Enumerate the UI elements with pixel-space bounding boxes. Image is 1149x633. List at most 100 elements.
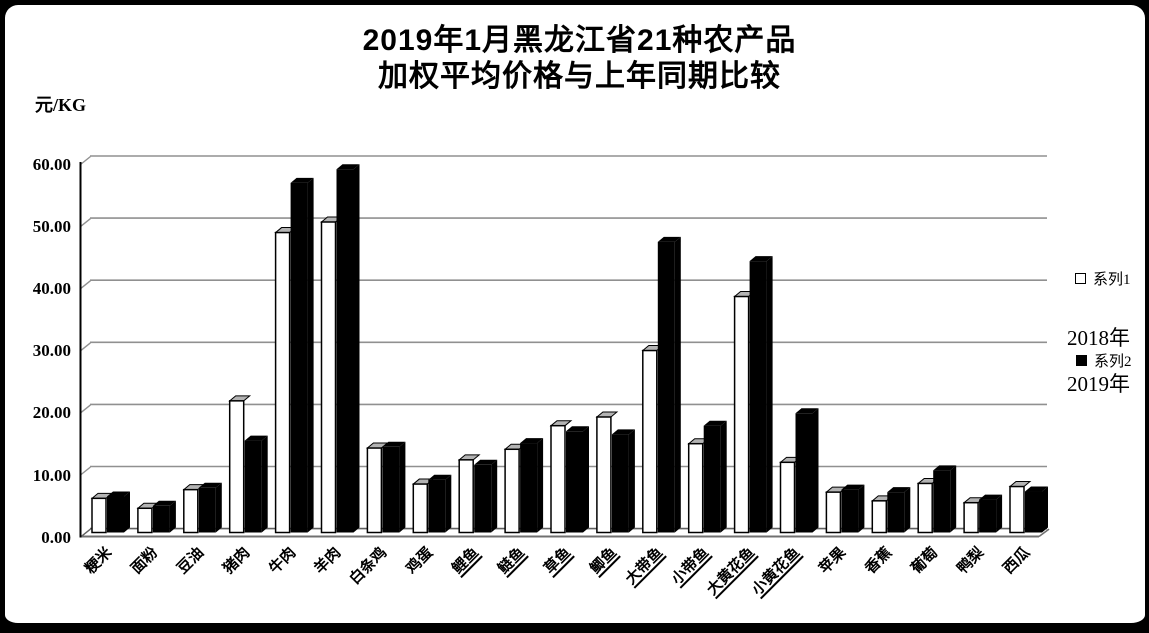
bar-top-face-series2 (1025, 486, 1048, 492)
floor-right-edge (1038, 528, 1050, 538)
bar-series1-大带鱼 (642, 349, 658, 534)
bar-top-face-series2 (566, 426, 589, 432)
bar-series2-鲤鱼 (474, 464, 492, 533)
bar-top-face-series2 (107, 491, 130, 497)
y-tick-label: 30.00 (32, 341, 71, 361)
bar-series2-猪肉 (244, 440, 262, 533)
chart-title-line2: 加权平均价格与上年同期比较 (378, 60, 781, 93)
bar-series2-大黄花鱼 (749, 261, 767, 533)
series1-white-swatch-icon (1075, 273, 1086, 284)
legend-series2-label: 系列2 (1094, 354, 1132, 370)
bar-series1-白条鸡 (366, 447, 383, 534)
bar-series1-苹果 (825, 491, 842, 534)
bar-side-face-series2 (307, 177, 314, 533)
bar-top-face-series2 (474, 459, 498, 465)
bar-series1-粳米 (91, 497, 107, 534)
bar-side-face-series2 (537, 438, 544, 533)
y-tick-label: 0.00 (41, 527, 71, 547)
chart-title: 2019年1月黑龙江省21种农产品 加权平均价格与上年同期比较 (5, 23, 1149, 95)
bar-series2-牛肉 (290, 182, 308, 533)
bar-top-face-series2 (428, 474, 452, 480)
bar-top-face-series2 (795, 408, 819, 414)
bar-side-face-series2 (628, 429, 635, 533)
bar-series1-鲤鱼 (458, 459, 474, 534)
bar-top-face-series2 (703, 420, 727, 426)
bar-side-face-series2 (996, 494, 1003, 533)
bar-series2-鲢鱼 (520, 443, 538, 533)
bar-series1-小黄花鱼 (779, 461, 796, 534)
bar-series1-鲫鱼 (596, 416, 612, 534)
legend-item-series1: 系列1 (1075, 268, 1131, 289)
y-tick-label: 50.00 (32, 217, 71, 237)
y-axis-unit-label: 元/KG (35, 95, 87, 115)
bar-series2-面粉 (152, 505, 170, 533)
bar-series2-鸭梨 (979, 499, 997, 533)
bar-series1-大黄花鱼 (733, 295, 750, 534)
bar-top-face-series1 (549, 420, 573, 427)
bar-side-face-series2 (720, 420, 727, 533)
bar-top-face-series2 (198, 482, 222, 488)
bar-series2-羊肉 (336, 169, 354, 533)
bar-series2-豆油 (198, 487, 216, 533)
chart-title-line1: 2019年1月黑龙江省21种农产品 (362, 24, 797, 57)
bar-side-face-series2 (261, 435, 268, 533)
gridline-connector (80, 342, 91, 352)
bar-series2-小带鱼 (703, 425, 721, 533)
bar-top-face-series2 (244, 435, 268, 441)
legend-series1-label: 系列1 (1093, 272, 1131, 288)
bar-side-face-series2 (124, 491, 130, 533)
bar-top-face-series2 (657, 236, 681, 242)
bar-series1-牛肉 (274, 231, 291, 534)
gridline-connector (80, 280, 91, 290)
gridline-connector (80, 404, 91, 414)
y-tick-label: 20.00 (32, 403, 71, 423)
bar-series1-羊肉 (320, 221, 337, 534)
bar-series1-葡萄 (917, 482, 933, 534)
bar-series2-葡萄 (933, 470, 951, 533)
gridline-connector (80, 155, 91, 166)
y-tick-label: 10.00 (32, 465, 71, 485)
bar-top-face-series2 (933, 465, 957, 471)
bar-side-face-series2 (583, 426, 589, 533)
bar-side-face-series2 (950, 465, 957, 533)
bar-series1-小带鱼 (687, 442, 704, 534)
bar-top-face-series2 (152, 500, 176, 506)
annotation-2019: 2019年 (1067, 372, 1130, 396)
annotation-2018: 2018年 (1067, 326, 1130, 350)
bar-top-face-series2 (611, 429, 635, 435)
bar-side-face-series2 (399, 441, 406, 533)
y-tick-label: 60.00 (32, 155, 71, 174)
bar-side-face-series2 (904, 487, 911, 533)
series2-black-swatch-icon (1076, 355, 1087, 366)
bar-side-face-series2 (491, 459, 498, 533)
bar-series1-香蕉 (871, 500, 888, 534)
bar-series2-鲫鱼 (611, 434, 629, 533)
bar-side-face-series2 (674, 236, 681, 533)
bar-series2-大带鱼 (657, 241, 675, 533)
bar-series2-西瓜 (1025, 491, 1042, 533)
bar-side-face-series2 (858, 484, 865, 533)
bar-top-face-series2 (841, 484, 865, 490)
bar-series2-鸡蛋 (428, 479, 446, 533)
bar-series2-小黄花鱼 (795, 413, 813, 533)
bar-series1-草鱼 (550, 424, 566, 534)
bar-series1-西瓜 (1009, 485, 1025, 534)
bar-series1-豆油 (183, 488, 199, 534)
bar-side-face-series2 (169, 500, 176, 533)
bar-top-face-series2 (336, 164, 360, 170)
bar-top-face-series2 (382, 441, 406, 447)
bar-side-face-series2 (353, 164, 360, 533)
y-tick-label: 40.00 (32, 279, 71, 299)
gridline-connector (80, 466, 91, 476)
bar-series2-草鱼 (566, 431, 583, 533)
bar-series2-香蕉 (887, 492, 905, 533)
bar-series1-鸭梨 (963, 501, 979, 534)
bar-side-face-series2 (766, 256, 773, 533)
bar-series2-苹果 (841, 489, 859, 533)
bar-side-face-series2 (445, 474, 452, 533)
bar-series1-猪肉 (228, 400, 245, 534)
gridline-connector (80, 218, 91, 228)
legend-item-series2: 系列2 (1076, 350, 1132, 371)
